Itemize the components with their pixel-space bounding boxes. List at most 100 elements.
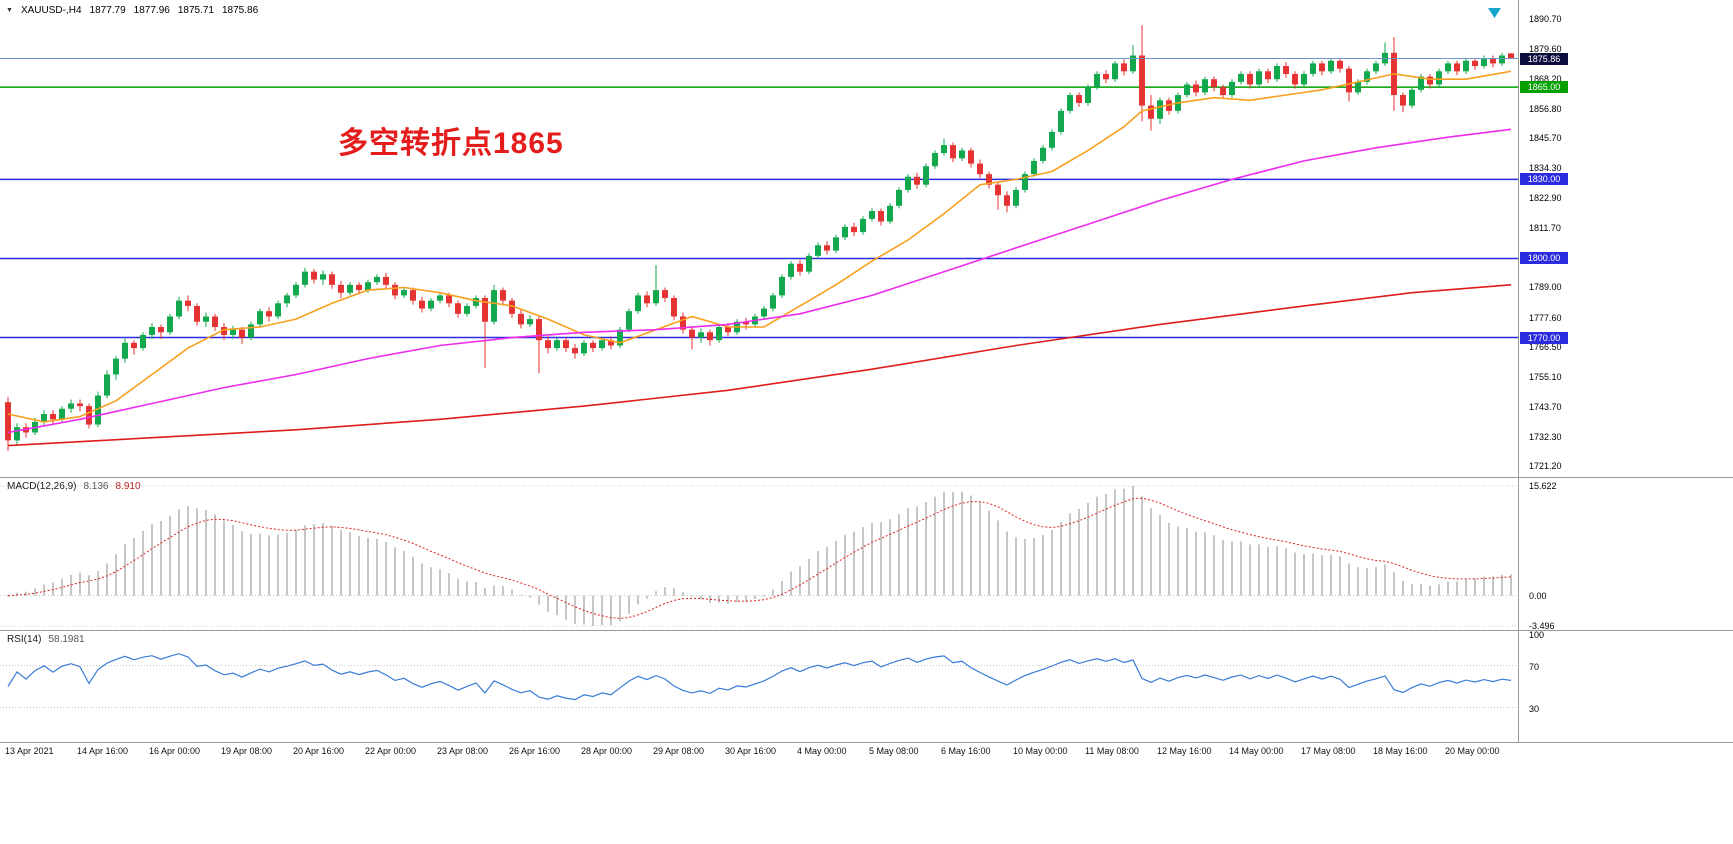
- ohlc-high: 1877.96: [133, 5, 170, 16]
- candle: [680, 316, 686, 330]
- candle: [257, 311, 263, 325]
- rsi-grid: [0, 665, 1518, 708]
- candle: [1148, 105, 1154, 119]
- ohlc-close: 1875.86: [221, 5, 259, 16]
- candle: [851, 226, 857, 233]
- hlines-layer[interactable]: [0, 86, 1518, 339]
- chart-canvas[interactable]: [0, 0, 1733, 762]
- candle: [617, 329, 623, 346]
- candle: [914, 176, 920, 185]
- candle: [491, 290, 497, 322]
- candle: [239, 329, 245, 338]
- candle: [581, 342, 587, 354]
- candle: [1310, 63, 1316, 74]
- candle: [464, 305, 470, 314]
- candle: [518, 313, 524, 325]
- candle: [149, 327, 155, 335]
- rsi-value: 58.1981: [48, 634, 85, 645]
- candle: [599, 340, 605, 349]
- candle: [635, 295, 641, 312]
- candle: [968, 150, 974, 164]
- candle: [1247, 73, 1253, 85]
- candle: [230, 329, 236, 335]
- candle: [311, 271, 317, 280]
- candle: [689, 329, 695, 338]
- candle: [536, 319, 542, 341]
- candle: [194, 305, 200, 322]
- candle: [1202, 79, 1208, 93]
- candle: [563, 340, 569, 349]
- candle: [356, 284, 362, 291]
- symbol-dropdown-icon[interactable]: ▼: [6, 7, 13, 14]
- candle: [1328, 60, 1334, 72]
- candle: [1436, 71, 1442, 85]
- candle: [1508, 53, 1514, 59]
- candle: [932, 153, 938, 167]
- candle: [347, 284, 353, 293]
- macd-value-main: 8.136: [83, 481, 109, 492]
- candle: [887, 205, 893, 222]
- candle: [1301, 73, 1307, 85]
- candle: [959, 150, 965, 159]
- candle: [590, 342, 596, 349]
- candle: [176, 300, 182, 317]
- candle: [995, 184, 1001, 196]
- candle: [1112, 63, 1118, 80]
- candle: [653, 290, 659, 304]
- candle: [1490, 58, 1496, 64]
- candle: [212, 316, 218, 328]
- candle: [905, 176, 911, 190]
- candle: [1472, 60, 1478, 67]
- candle: [1040, 147, 1046, 161]
- candle: [77, 403, 83, 407]
- candle: [986, 174, 992, 185]
- rsi-label: RSI(14) 58.1981: [7, 634, 85, 645]
- candle: [41, 414, 47, 422]
- candle: [941, 145, 947, 154]
- candle: [1031, 160, 1037, 175]
- candle: [1337, 60, 1343, 69]
- macd-histogram: [7, 486, 1512, 626]
- symbol-period-label: XAUUSD-,H4: [20, 5, 82, 16]
- candle: [1346, 68, 1352, 93]
- candle: [302, 271, 308, 285]
- candle: [950, 145, 956, 159]
- macd-value-signal: 8.910: [115, 481, 141, 492]
- candle: [554, 340, 560, 349]
- candle: [365, 282, 371, 291]
- candle: [797, 263, 803, 272]
- candle: [1274, 66, 1280, 80]
- candle: [248, 324, 254, 338]
- ma-fast-line: [7, 70, 1512, 423]
- candle: [626, 311, 632, 330]
- macd-name: MACD(12,26,9): [7, 481, 77, 492]
- candle: [671, 298, 677, 317]
- candle: [374, 276, 380, 283]
- candle: [1409, 89, 1415, 106]
- candle: [1058, 110, 1064, 132]
- candle: [1076, 95, 1082, 103]
- candle: [1121, 63, 1127, 72]
- candle: [1220, 87, 1226, 96]
- candle: [1004, 195, 1010, 206]
- candle: [1364, 71, 1370, 82]
- candle: [275, 303, 281, 317]
- candle: [1499, 55, 1505, 64]
- candle: [1319, 63, 1325, 72]
- candle: [158, 327, 164, 333]
- chart-annotation: 多空转折点1865: [338, 127, 564, 160]
- candle: [842, 226, 848, 238]
- candle: [815, 245, 821, 256]
- candle: [1256, 71, 1262, 85]
- candle: [473, 298, 479, 306]
- candle: [923, 166, 929, 185]
- candle: [383, 276, 389, 285]
- candle: [1022, 174, 1028, 190]
- candle: [86, 406, 92, 425]
- autoscroll-icon[interactable]: [1488, 8, 1501, 18]
- candle: [788, 263, 794, 277]
- candle: [5, 402, 11, 441]
- candle: [698, 332, 704, 338]
- candle: [743, 321, 749, 325]
